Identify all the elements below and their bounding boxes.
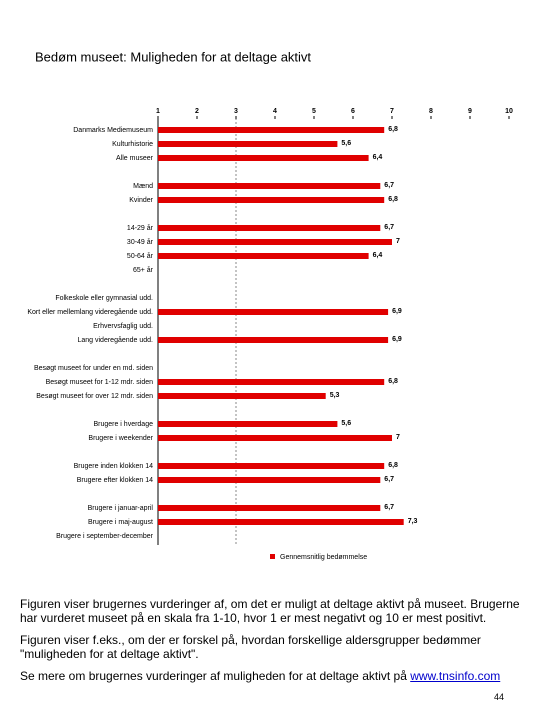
bar <box>158 309 389 315</box>
bar <box>158 225 381 231</box>
x-tick-label: 4 <box>273 108 277 115</box>
paragraph: Figuren viser f.eks., om der er forskel … <box>20 633 481 661</box>
bar <box>158 155 369 161</box>
category-label: Brugere i januar-april <box>88 505 154 512</box>
bar <box>158 505 381 511</box>
bar <box>158 127 385 133</box>
bar <box>158 379 385 385</box>
value-label: 7 <box>396 434 400 441</box>
bar <box>158 239 392 245</box>
value-label: 7,3 <box>408 518 418 525</box>
bar <box>158 141 338 147</box>
chart: Bedøm museet: Muligheden for at deltage … <box>27 49 513 561</box>
bar <box>158 183 381 189</box>
value-label: 6,9 <box>392 336 402 343</box>
value-label: 6,9 <box>392 308 402 315</box>
value-label: 6,7 <box>384 224 394 231</box>
value-label: 6,7 <box>384 504 394 511</box>
paragraph: Figuren viser brugernes vurderinger af, … <box>20 597 520 625</box>
legend-label: Gennemsnitlig bedømmelse <box>280 554 367 561</box>
value-label: 6,7 <box>384 182 394 189</box>
value-label: 5,3 <box>330 392 340 399</box>
category-label: Brugere inden klokken 14 <box>74 463 153 470</box>
bar <box>158 421 338 427</box>
category-label: 14-29 år <box>127 224 154 232</box>
category-label: 50-64 år <box>127 252 154 260</box>
category-label: Kort eller mellemlang videregående udd. <box>27 308 153 316</box>
page-number: 44 <box>494 692 505 702</box>
value-label: 5,6 <box>341 420 351 427</box>
bar <box>158 519 404 525</box>
x-tick-label: 2 <box>195 108 199 115</box>
value-label: 5,6 <box>341 140 351 147</box>
category-label: Besøgt museet for over 12 mdr. siden <box>36 393 153 400</box>
bar <box>158 337 389 343</box>
value-label: 6,4 <box>373 252 383 259</box>
category-label: Brugere i hverdage <box>93 421 153 428</box>
value-label: 6,7 <box>384 476 394 483</box>
x-tick-label: 1 <box>156 108 160 115</box>
category-label: Brugere i maj-august <box>88 519 153 526</box>
bar <box>158 253 369 259</box>
bar <box>158 477 381 483</box>
category-label: Brugere efter klokken 14 <box>77 477 153 484</box>
value-label: 6,8 <box>388 462 398 469</box>
x-tick-label: 6 <box>351 108 355 115</box>
category-label: Alle museer <box>116 155 154 162</box>
category-label: Erhvervsfaglig udd. <box>93 323 153 330</box>
bar <box>158 463 385 469</box>
paragraph: Se mere om brugernes vurderinger af muli… <box>20 669 411 683</box>
paragraph: Se mere om brugernes vurderinger af muli… <box>20 669 525 683</box>
category-label: Lang videregående udd. <box>77 336 153 344</box>
value-label: 6,4 <box>373 154 383 161</box>
category-label: Kvinder <box>129 197 153 204</box>
value-label: 6,8 <box>388 378 398 385</box>
category-label: Danmarks Mediemuseum <box>73 127 153 134</box>
value-label: 6,8 <box>388 126 398 133</box>
category-label: Mænd <box>133 183 153 190</box>
category-label: Besøgt museet for under en md. siden <box>34 365 153 372</box>
category-label: Brugere i september-december <box>56 533 154 540</box>
x-tick-label: 5 <box>312 108 316 115</box>
link[interactable]: www.tnsinfo.com <box>410 669 501 683</box>
bar <box>158 435 392 441</box>
x-tick-label: 9 <box>468 108 472 115</box>
chart-title: Bedøm museet: Muligheden for at deltage … <box>35 49 311 64</box>
category-label: Kulturhistorie <box>112 141 153 148</box>
x-tick-label: 3 <box>234 108 238 115</box>
category-label: 65+ år <box>133 266 154 274</box>
category-label: 30-49 år <box>127 238 154 246</box>
legend-swatch <box>270 554 275 559</box>
x-tick-label: 7 <box>390 108 394 115</box>
bar <box>158 197 385 203</box>
x-tick-label: 10 <box>505 108 513 115</box>
value-label: 7 <box>396 238 400 245</box>
category-label: Brugere i weekender <box>88 435 153 442</box>
value-label: 6,8 <box>388 196 398 203</box>
bar <box>158 393 326 399</box>
category-label: Besøgt museet for 1-12 mdr. siden <box>46 379 153 386</box>
category-label: Folkeskole eller gymnasial udd. <box>55 295 153 302</box>
x-tick-label: 8 <box>429 108 433 115</box>
